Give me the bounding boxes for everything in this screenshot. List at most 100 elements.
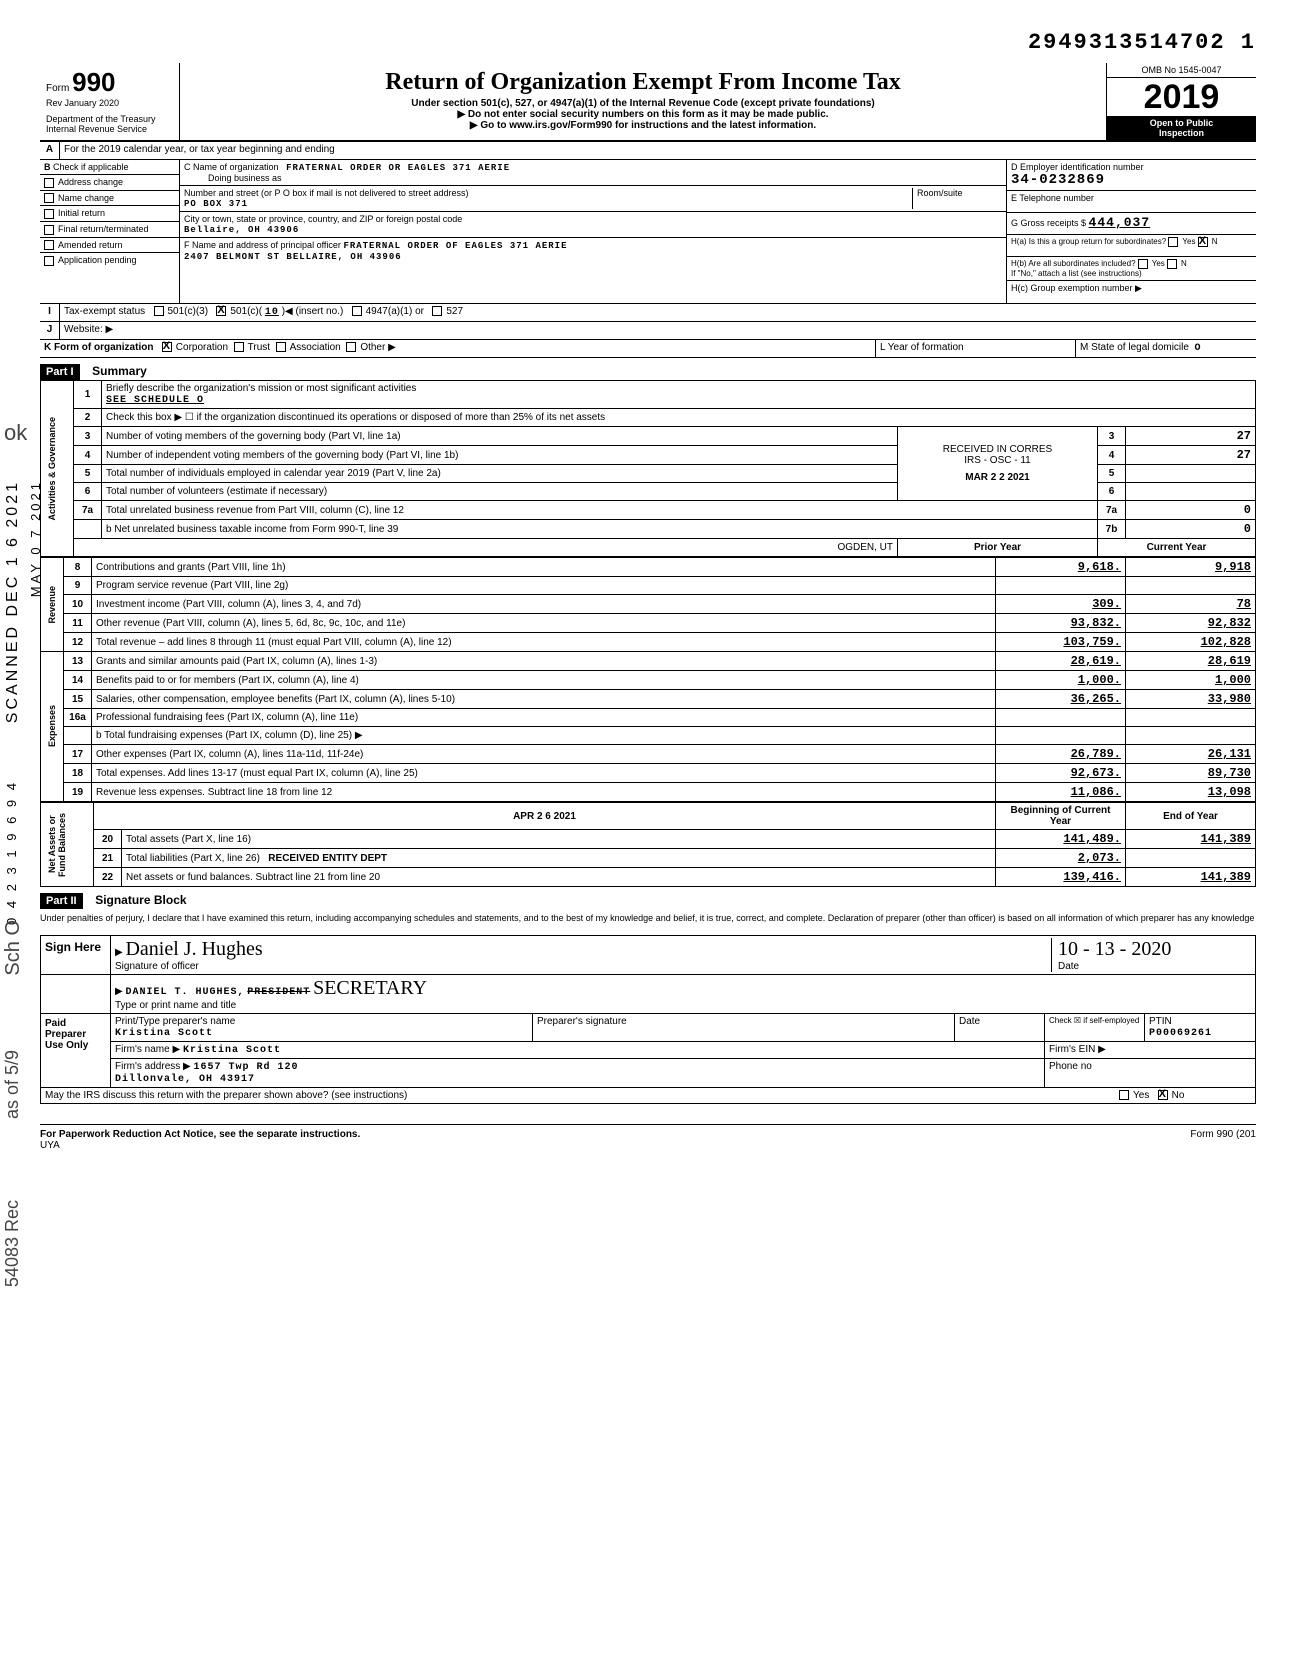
form-sub3: ▶ Go to www.irs.gov/Form990 for instruct… — [188, 120, 1098, 131]
form-header: Form 990 Rev January 2020 Department of … — [40, 63, 1256, 142]
na-prior-hdr: Beginning of Current Year — [996, 803, 1126, 830]
fin-row: 9 Program service revenue (Part VIII, li… — [41, 577, 1256, 595]
stamp-seq: 0 4 2 3 1 9 6 9 4 — [4, 780, 19, 925]
stamp-ogden: OGDEN, UT — [837, 542, 893, 553]
officer-name-print: DANIEL T. HUGHES, — [125, 987, 244, 998]
fin-row: 10 Investment income (Part VIII, column … — [41, 595, 1256, 614]
label-j: J — [40, 322, 60, 339]
discuss-no[interactable] — [1158, 1090, 1168, 1100]
prep-date-lbl: Date — [955, 1014, 1045, 1041]
sig-date: 10 - 13 - 2020 — [1058, 938, 1171, 960]
ha-no[interactable] — [1198, 237, 1208, 247]
chk-final[interactable]: Final return/terminated — [40, 222, 179, 238]
c-name-lbl: C Name of organization — [184, 162, 279, 172]
firm-addr2: Dillonvale, OH 43917 — [115, 1074, 255, 1085]
label-a: A — [40, 142, 60, 159]
e-lbl: E Telephone number — [1007, 191, 1256, 213]
hand-scho: Sch O — [2, 920, 25, 976]
fin-row: 16a Professional fundraising fees (Part … — [41, 709, 1256, 727]
k-assoc[interactable] — [276, 342, 286, 352]
stamp-mar22: MAR 2 2 2021 — [902, 472, 1093, 483]
v7a: 0 — [1126, 501, 1256, 520]
firm-lbl: Firm's name ▶ — [115, 1044, 180, 1055]
ha-yes[interactable] — [1168, 237, 1178, 247]
k-corp[interactable] — [162, 342, 172, 352]
ptin-lbl: PTIN — [1149, 1016, 1172, 1027]
hb-lbl: H(b) Are all subordinates included? — [1011, 259, 1136, 268]
side-governance: Activities & Governance — [45, 413, 59, 525]
discuss-yes[interactable] — [1119, 1090, 1129, 1100]
l20: Total assets (Part X, line 16) — [122, 830, 996, 849]
ha-lbl: H(a) Is this a group return for subordin… — [1011, 237, 1166, 246]
part1-governance: Activities & Governance 1 Briefly descri… — [40, 380, 1256, 557]
pub2: Inspection — [1159, 128, 1204, 138]
form-number: 990 — [72, 67, 115, 97]
stamp-may: MAY 0 7 2021 — [28, 480, 43, 597]
stamp-received: RECEIVED IN CORRES — [902, 444, 1093, 455]
c-officer-name: FRATERNAL ORDER OF EAGLES 371 AERIE — [343, 241, 567, 251]
fin-row: b Total fundraising expenses (Part IX, c… — [41, 727, 1256, 745]
v4: 27 — [1126, 446, 1256, 465]
hb-attach: If "No," attach a list (see instructions… — [1011, 269, 1142, 278]
tax-year: 2019 — [1107, 78, 1256, 116]
footer-uya: UYA — [40, 1140, 60, 1151]
i-527[interactable] — [432, 306, 442, 316]
c-officer-lbl: F Name and address of principal officer — [184, 240, 341, 250]
c-name: FRATERNAL ORDER OR EAGLES 371 AERIE — [286, 163, 510, 173]
g-val: 444,037 — [1089, 215, 1151, 230]
i-4947[interactable] — [352, 306, 362, 316]
prior-year-hdr: Prior Year — [898, 539, 1098, 557]
k-other[interactable] — [346, 342, 356, 352]
ptin-val: P00069261 — [1149, 1028, 1212, 1039]
firm-name: Kristina Scott — [183, 1045, 281, 1056]
l7a-text: Total unrelated business revenue from Pa… — [102, 501, 1098, 520]
i-501c-num: 10 — [265, 307, 279, 318]
i-lbl: Tax-exempt status — [64, 306, 145, 317]
part2-header: Part II Signature Block — [40, 887, 1256, 909]
hand-asof: as of 5/9 — [2, 1050, 23, 1119]
i-501c3[interactable] — [154, 306, 164, 316]
chk-initial[interactable]: Initial return — [40, 206, 179, 222]
form-dept: Department of the Treasury — [46, 114, 173, 124]
fin-row: 11 Other revenue (Part VIII, column (A),… — [41, 614, 1256, 633]
fin-row: 19 Revenue less expenses. Subtract line … — [41, 783, 1256, 802]
fin-row: 14 Benefits paid to or for members (Part… — [41, 671, 1256, 690]
l4-text: Number of independent voting members of … — [102, 446, 898, 465]
pub1: Open to Public — [1150, 118, 1214, 128]
officer-name-lbl: Type or print name and title — [115, 1000, 236, 1011]
officer-signature: Daniel J. Hughes — [125, 938, 262, 960]
chk-amended[interactable]: Amended return — [40, 238, 179, 254]
i-501c[interactable] — [216, 306, 226, 316]
chk-pending[interactable]: Application pending — [40, 253, 179, 268]
chk-name[interactable]: Name change — [40, 191, 179, 207]
part1-header: Part I Summary — [40, 358, 1256, 380]
discuss-text: May the IRS discuss this return with the… — [41, 1088, 1115, 1103]
prep-name: Kristina Scott — [115, 1028, 213, 1039]
l1-text: Briefly describe the organization's miss… — [106, 383, 416, 394]
c-officer-addr: 2407 BELMONT ST BELLAIRE, OH 43906 — [184, 252, 402, 262]
c-dba-lbl: Doing business as — [208, 173, 282, 183]
firm-phone-lbl: Phone no — [1045, 1059, 1255, 1087]
officer-sig-lbl: Signature of officer — [115, 961, 199, 972]
fin-row: 18 Total expenses. Add lines 13-17 (must… — [41, 764, 1256, 783]
hb-yes[interactable] — [1138, 259, 1148, 269]
chk-addr[interactable]: Address change — [40, 175, 179, 191]
l3-text: Number of voting members of the governin… — [102, 427, 898, 446]
curr-year-hdr: Current Year — [1098, 539, 1256, 557]
omb-number: OMB No 1545-0047 — [1107, 63, 1256, 78]
v3: 27 — [1126, 427, 1256, 446]
d-val: 34-0232869 — [1011, 172, 1105, 188]
l21: Total liabilities (Part X, line 26) RECE… — [122, 849, 996, 868]
label-b: B Check if applicable — [40, 160, 179, 175]
hb-no[interactable] — [1167, 259, 1177, 269]
stamp-irs-osc: IRS - OSC - 11 — [902, 455, 1093, 466]
footer-right: Form 990 (201 — [1190, 1129, 1256, 1151]
l2-text: Check this box ▶ ☐ if the organization d… — [102, 409, 1256, 427]
l5-text: Total number of individuals employed in … — [102, 465, 898, 483]
l6-text: Total number of volunteers (estimate if … — [102, 483, 898, 501]
k-trust[interactable] — [234, 342, 244, 352]
prep-sig-lbl: Preparer's signature — [533, 1014, 955, 1041]
form-title: Return of Organization Exempt From Incom… — [188, 69, 1098, 96]
officer-title-strike: PRESIDENT — [247, 987, 310, 998]
m-lbl: M State of legal domicile — [1080, 342, 1189, 353]
